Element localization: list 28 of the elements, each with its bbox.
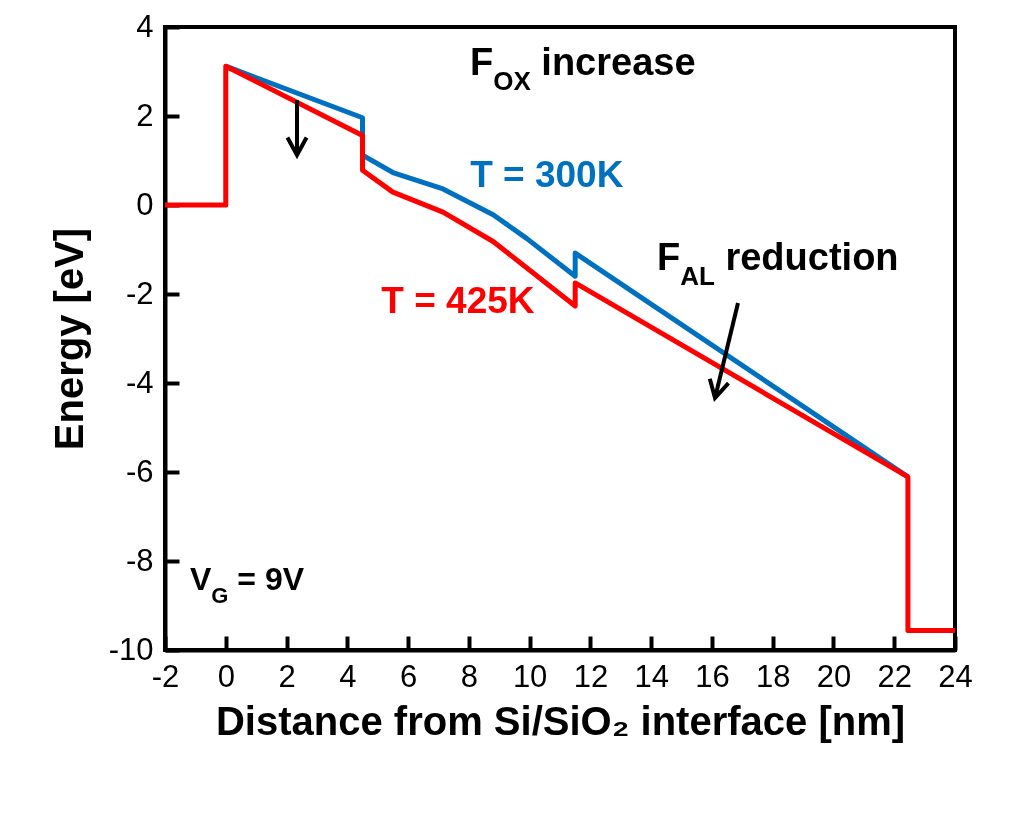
x-tick-label: 2	[278, 658, 296, 694]
x-tick-label: 8	[460, 658, 478, 694]
annotation: F$_{OX}$ increase	[470, 41, 696, 96]
x-tick-label: 16	[695, 658, 730, 694]
x-tick-label: 24	[938, 658, 973, 694]
x-tick-label: 0	[217, 658, 235, 694]
x-axis-title: Distance from Si/SiO₂ interface [nm]	[215, 698, 906, 743]
annotation: F$_{AL}$ reduction	[657, 236, 899, 291]
y-axis-title: Energy [eV]	[46, 227, 91, 451]
y-tick-label: -10	[108, 631, 154, 667]
x-tick-label: 14	[634, 658, 669, 694]
y-tick-label: 2	[136, 97, 154, 133]
x-tick-label: 10	[512, 658, 548, 694]
x-tick-label: 20	[816, 658, 852, 694]
annotation: V$_{G}$ = 9V	[190, 561, 305, 608]
x-tick-label: 22	[877, 658, 912, 694]
y-tick-label: -4	[125, 364, 154, 400]
x-tick-label: 12	[573, 658, 609, 694]
y-tick-label: -2	[125, 275, 154, 311]
x-tick-label: 18	[755, 658, 791, 694]
y-tick-label: -6	[125, 453, 154, 489]
y-tick-label: -8	[125, 542, 154, 578]
series-label: T = 300K	[470, 153, 624, 195]
y-tick-label: 0	[136, 186, 154, 222]
x-tick-label: 6	[399, 658, 418, 694]
series-label: T = 425K	[381, 279, 535, 321]
x-tick-label: 4	[339, 658, 357, 694]
y-tick-label: 4	[136, 8, 154, 44]
